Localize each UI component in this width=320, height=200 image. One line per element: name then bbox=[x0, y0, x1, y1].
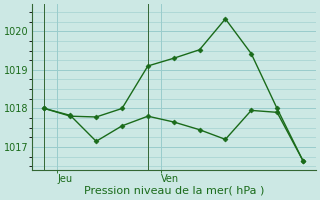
X-axis label: Pression niveau de la mer( hPa ): Pression niveau de la mer( hPa ) bbox=[84, 186, 264, 196]
